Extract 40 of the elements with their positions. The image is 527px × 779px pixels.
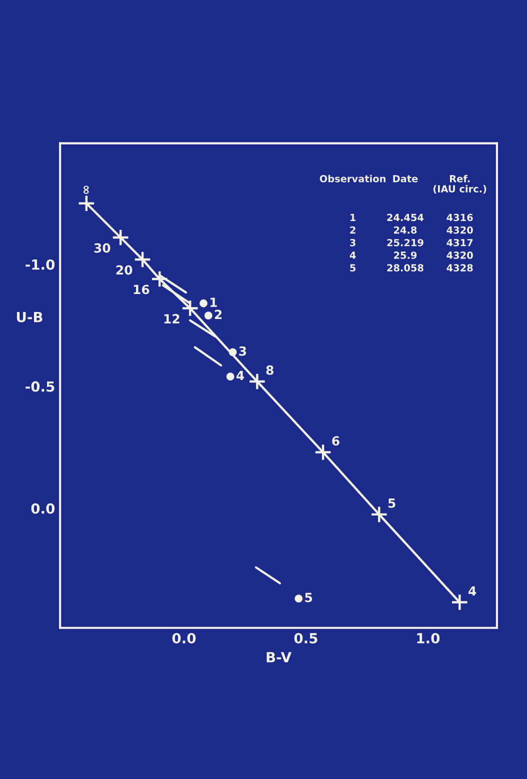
- annotation: 8: [266, 365, 274, 375]
- annotation: 4316: [446, 214, 473, 222]
- annotation: 25.9: [394, 252, 417, 259]
- annotation: 16: [134, 284, 150, 294]
- annotation: 5: [388, 498, 396, 508]
- annotation: ∞: [84, 186, 89, 194]
- annotation: 30: [94, 243, 110, 253]
- annotation: 20: [116, 265, 132, 275]
- annotation: 2: [350, 226, 356, 234]
- annotation: 3: [350, 238, 356, 246]
- annotation: Ref. (IAU circ.): [433, 174, 486, 194]
- annotation: 3: [239, 346, 246, 356]
- annotation: 4328: [446, 264, 473, 272]
- annotation: 28.058: [387, 264, 424, 272]
- annotation: 24.454: [387, 214, 424, 222]
- annotation: 5: [350, 264, 356, 272]
- y-axis-title: U-B: [16, 312, 42, 322]
- x-axis-title: B-V: [266, 652, 292, 662]
- y-tick-label: -0.5: [26, 381, 54, 392]
- annotation: 4: [468, 586, 476, 596]
- annotation: 4320: [446, 252, 473, 259]
- annotation: 6: [332, 436, 340, 446]
- annotation: 4: [236, 370, 244, 380]
- annotation: 12: [164, 314, 180, 324]
- x-tick-label: 0.5: [294, 632, 318, 644]
- y-tick-label: -1.0: [26, 259, 55, 270]
- y-tick-label: 0.0: [31, 503, 55, 514]
- annotation: 4320: [446, 226, 473, 234]
- annotation: 2: [214, 310, 222, 320]
- annotation: 1: [350, 214, 356, 221]
- x-tick-label: 0.0: [172, 632, 196, 644]
- annotation: 4: [350, 252, 356, 259]
- annotation: Date: [393, 175, 418, 182]
- annotation: 24.8: [394, 226, 417, 234]
- annotation: 1: [210, 298, 217, 307]
- annotation: 4317: [446, 238, 473, 246]
- annotation: Observation: [320, 174, 386, 182]
- annotation: 5: [305, 592, 312, 602]
- annotation: 25.219: [387, 238, 424, 246]
- x-tick-label: 1.0: [417, 632, 440, 644]
